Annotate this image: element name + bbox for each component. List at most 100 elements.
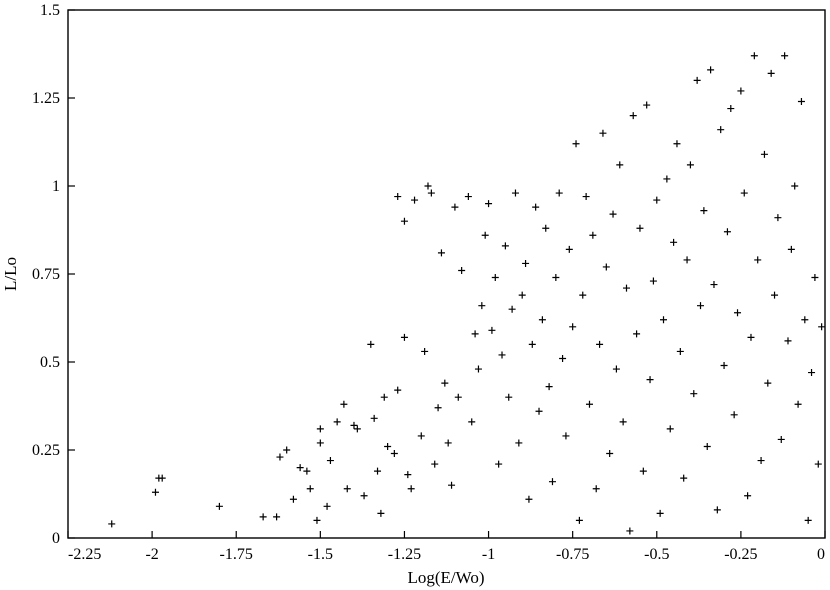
data-point [394, 193, 402, 201]
data-point [720, 362, 728, 370]
x-tick-label: -0.75 [556, 546, 589, 563]
data-point [740, 189, 748, 197]
data-point [676, 347, 684, 355]
data-point [370, 414, 378, 422]
data-point [771, 291, 779, 299]
data-point [697, 302, 705, 310]
data-point [108, 520, 116, 528]
data-point [360, 492, 368, 500]
data-point [215, 502, 223, 510]
data-point [340, 400, 348, 408]
data-point [353, 425, 361, 433]
data-point [464, 193, 472, 201]
data-point [515, 439, 523, 447]
data-point [283, 446, 291, 454]
x-tick-label: -0.25 [724, 546, 757, 563]
y-tick-label: 0.5 [40, 354, 60, 371]
data-point [441, 379, 449, 387]
data-point [316, 439, 324, 447]
data-point [757, 457, 765, 465]
data-point [518, 291, 526, 299]
data-point [548, 478, 556, 486]
data-point [569, 323, 577, 331]
data-point [744, 492, 752, 500]
data-point [259, 513, 267, 521]
data-point [532, 203, 540, 211]
data-point [653, 196, 661, 204]
data-point [434, 404, 442, 412]
data-point [468, 418, 476, 426]
data-point [633, 330, 641, 338]
data-point [407, 485, 415, 493]
data-point [700, 207, 708, 215]
x-tick-label: -1.25 [388, 546, 421, 563]
y-tick-label: 1 [52, 178, 60, 195]
data-point [505, 393, 513, 401]
data-point [458, 266, 466, 274]
data-point [818, 323, 826, 331]
y-axis-ticks: 0 0.25 0.5 0.75 1 1.25 1.5 [32, 2, 75, 547]
data-point [797, 98, 805, 106]
data-point [612, 365, 620, 373]
data-point [730, 411, 738, 419]
data-point [384, 442, 392, 450]
data-point [673, 140, 681, 148]
data-point [754, 256, 762, 264]
data-point [710, 281, 718, 289]
data-point [582, 193, 590, 201]
data-point [703, 442, 711, 450]
data-point [814, 460, 822, 468]
data-point [760, 150, 768, 158]
data-point [636, 224, 644, 232]
data-points [108, 52, 826, 535]
plot-frame [67, 9, 826, 539]
data-point [737, 87, 745, 95]
data-point [646, 376, 654, 384]
x-axis-ticks: -2.25 -2 -1.75 -1.5 -1.25 -1 -0.75 -0.5 -0.25 0 [67, 531, 826, 563]
x-axis-label: Log(E/Wo) [408, 568, 485, 587]
data-point [713, 506, 721, 514]
data-point [559, 354, 567, 362]
data-point [350, 421, 358, 429]
data-point [538, 316, 546, 324]
data-point [424, 182, 432, 190]
data-point [542, 224, 550, 232]
data-point [764, 379, 772, 387]
data-point [589, 231, 597, 239]
data-point [811, 274, 819, 282]
x-tick-label: -1.5 [308, 546, 333, 563]
data-point [717, 126, 725, 134]
data-point [690, 390, 698, 398]
data-point [774, 214, 782, 222]
data-point [747, 333, 755, 341]
x-tick-label: -1.75 [220, 546, 253, 563]
data-point [562, 432, 570, 440]
data-point [511, 189, 519, 197]
data-point [451, 203, 459, 211]
y-axis-label: L/Lo [1, 257, 20, 291]
data-point [390, 450, 398, 458]
y-tick-label: 0.25 [32, 442, 60, 459]
data-point [367, 340, 375, 348]
data-point [481, 231, 489, 239]
data-point [596, 340, 604, 348]
data-point [781, 52, 789, 60]
data-point [666, 425, 674, 433]
data-point [579, 291, 587, 299]
data-point [750, 52, 758, 60]
data-point [474, 365, 482, 373]
data-point [609, 210, 617, 218]
data-point [794, 400, 802, 408]
data-point [629, 112, 637, 120]
data-point [656, 509, 664, 517]
x-tick-label: -1 [482, 546, 495, 563]
data-point [333, 418, 341, 426]
data-point [616, 161, 624, 169]
data-point [478, 302, 486, 310]
data-point [707, 66, 715, 74]
data-point [437, 249, 445, 257]
data-point [552, 274, 560, 282]
data-point [411, 196, 419, 204]
data-point [784, 337, 792, 345]
data-point [660, 316, 668, 324]
